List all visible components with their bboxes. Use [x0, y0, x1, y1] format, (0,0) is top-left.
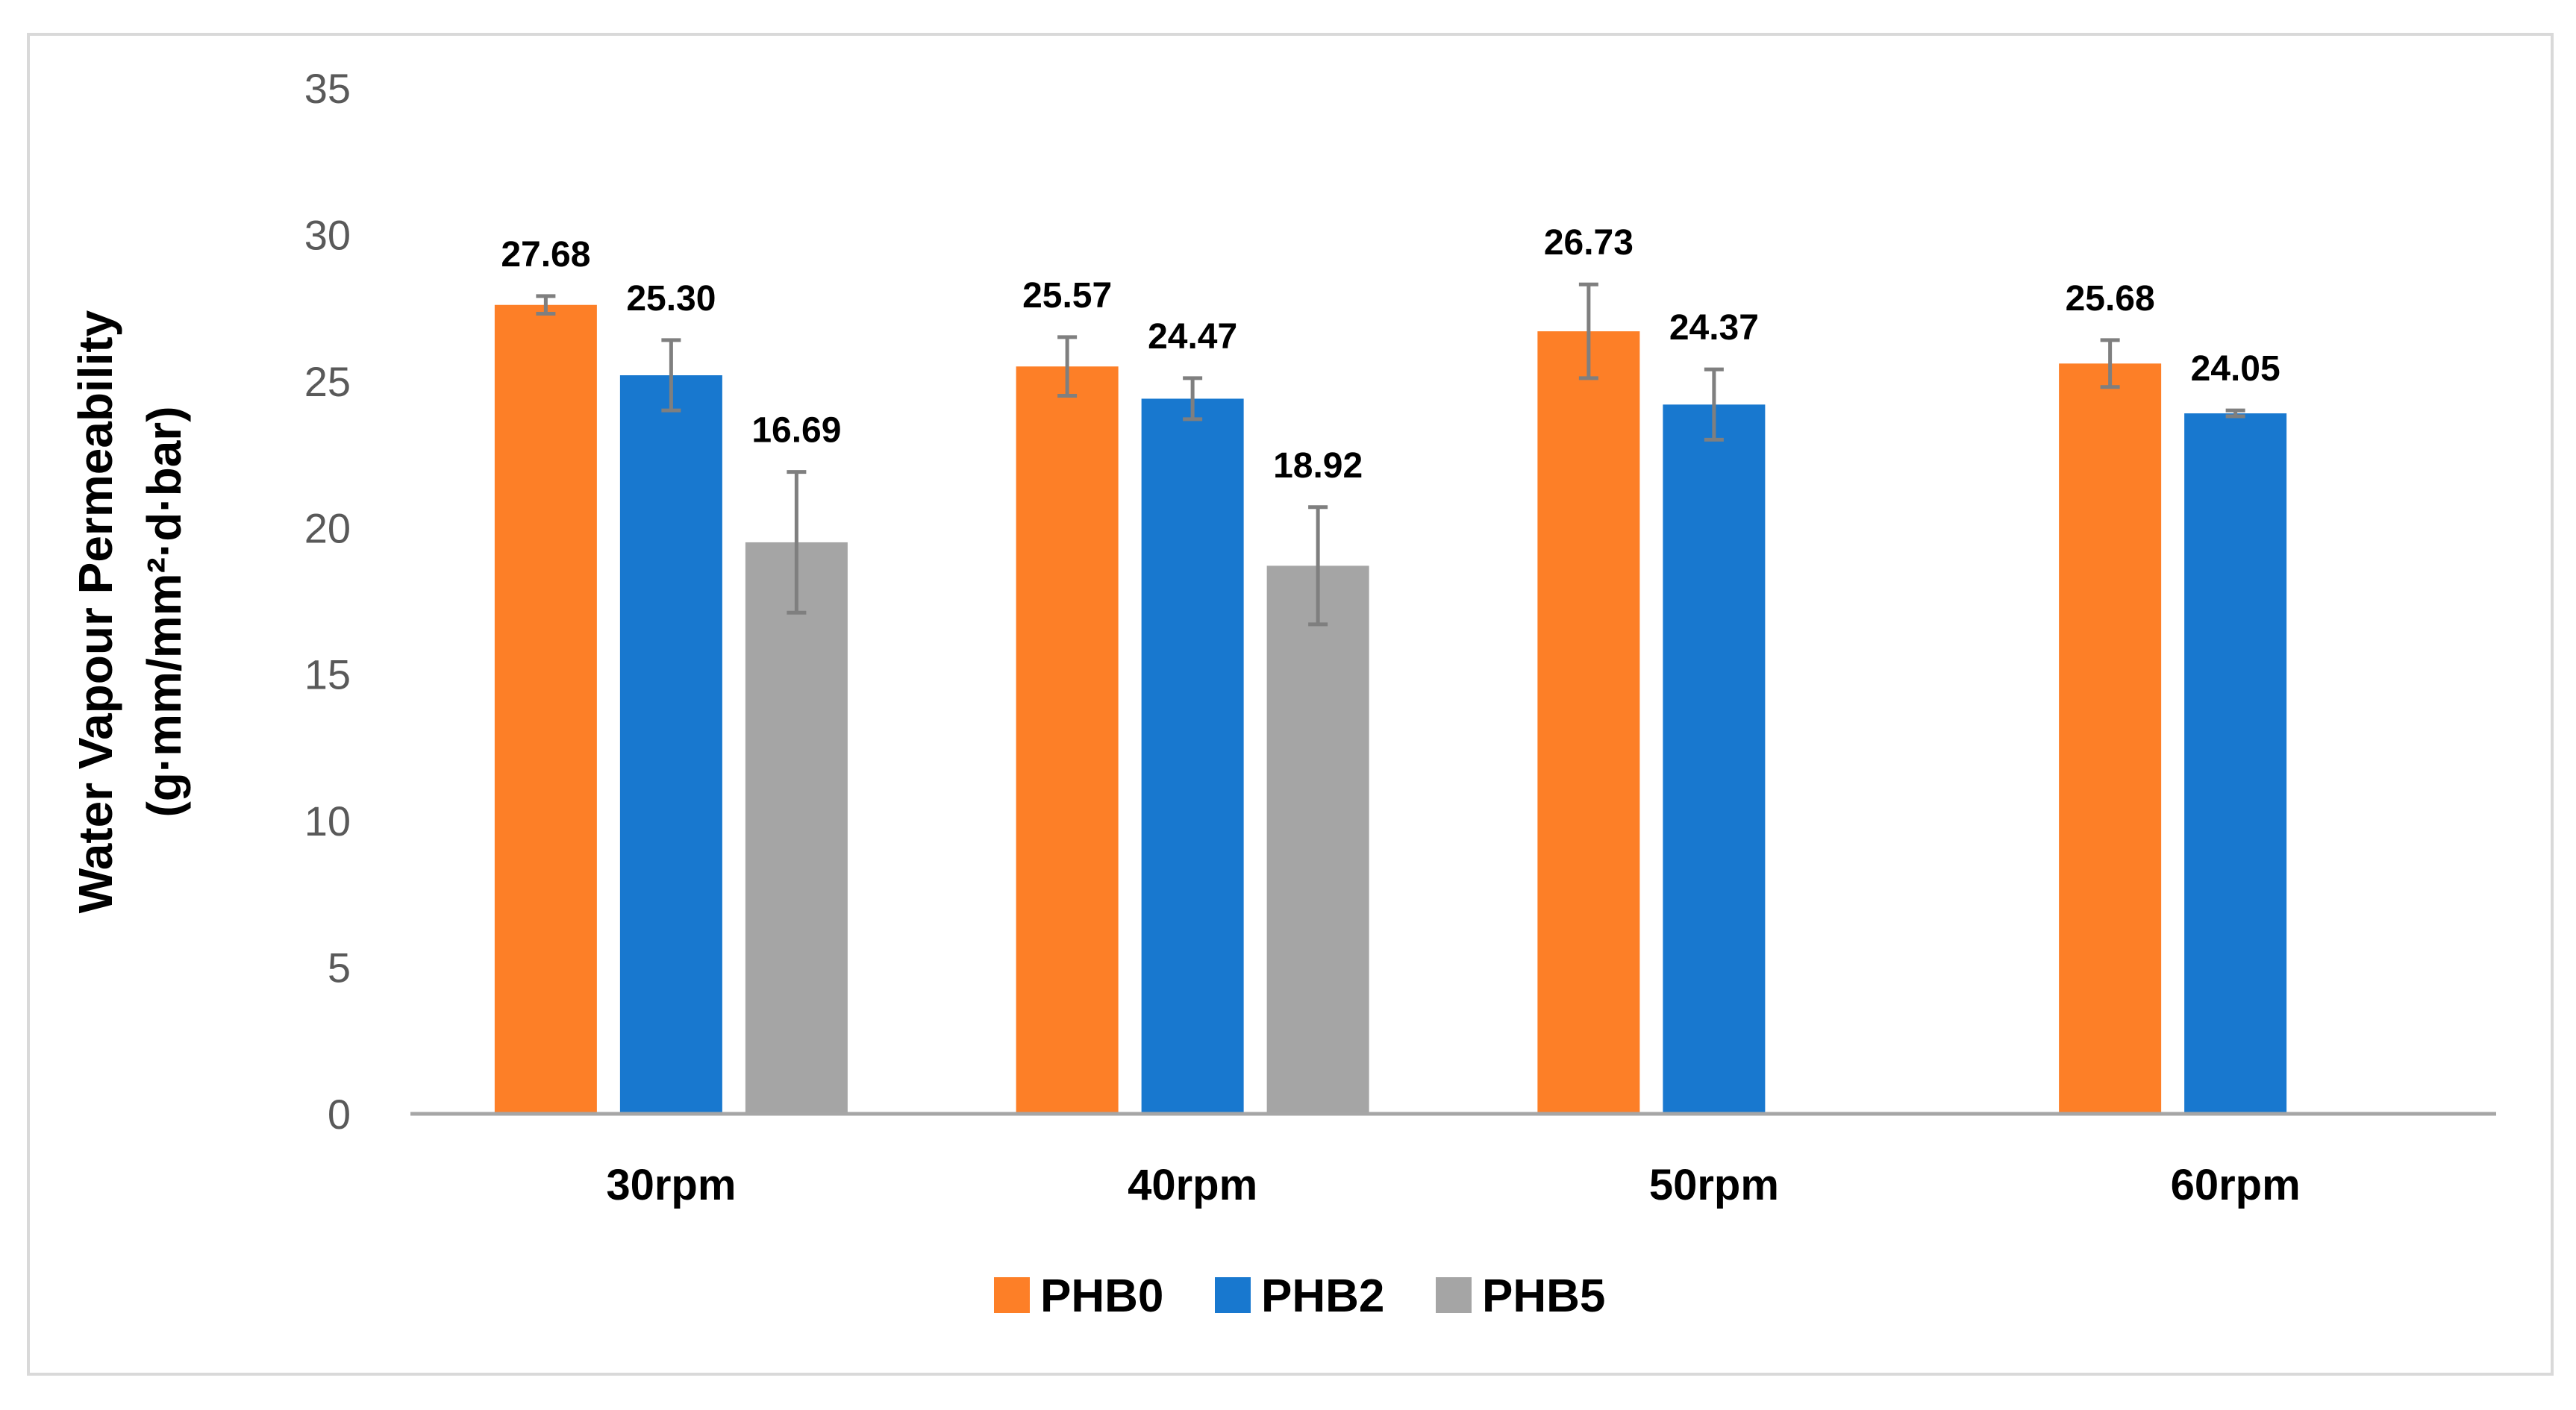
legend: PHB0 PHB2 PHB5 — [994, 1270, 1605, 1322]
bar-phb2-30rpm — [619, 375, 722, 1114]
y-tick-label: 10 — [304, 798, 351, 845]
bar-phb2-60rpm — [2184, 413, 2287, 1114]
data-label: 24.05 — [2191, 349, 2280, 389]
data-label: 25.68 — [2066, 279, 2155, 319]
data-label: 26.73 — [1544, 223, 1634, 263]
x-axis-categories: 30rpm 40rpm 50rpm 60rpm — [606, 1161, 2300, 1209]
y-axis-ticks: 0 5 10 15 20 25 30 35 — [304, 65, 351, 1138]
y-axis-title-line2: (g·mm/mm²·d·bar) — [137, 406, 191, 817]
bar-phb5-30rpm — [745, 542, 848, 1114]
bar-phb5-40rpm — [1266, 565, 1369, 1114]
bar-phb0-60rpm — [2059, 363, 2162, 1114]
legend-swatch-phb0 — [994, 1277, 1030, 1313]
bars — [494, 304, 2287, 1115]
error-bars — [536, 282, 2245, 627]
data-label: 25.57 — [1022, 276, 1112, 316]
y-tick-label: 35 — [304, 65, 351, 112]
legend-swatch-phb5 — [1436, 1277, 1472, 1313]
bar-phb0-30rpm — [494, 304, 597, 1114]
x-category-label: 40rpm — [1128, 1161, 1257, 1209]
data-label: 24.37 — [1669, 308, 1759, 348]
data-labels: 27.68 25.30 16.69 25.57 24.47 18.92 26.73 24.37… — [501, 223, 2280, 486]
data-label: 18.92 — [1273, 446, 1363, 486]
y-axis-title-line1: Water Vapour Permeability — [69, 310, 122, 913]
legend-label-phb5: PHB5 — [1482, 1270, 1605, 1322]
bar-phb2-40rpm — [1141, 398, 1244, 1114]
legend-label-phb0: PHB0 — [1040, 1270, 1163, 1322]
legend-swatch-phb2 — [1215, 1277, 1251, 1313]
y-tick-label: 5 — [328, 944, 351, 991]
y-tick-label: 25 — [304, 358, 351, 405]
x-category-label: 50rpm — [1649, 1161, 1779, 1209]
y-tick-label: 0 — [328, 1091, 351, 1138]
bar-phb2-50rpm — [1663, 404, 1766, 1114]
y-tick-label: 30 — [304, 211, 351, 258]
legend-label-phb2: PHB2 — [1261, 1270, 1384, 1322]
data-label: 25.30 — [626, 279, 716, 319]
data-label: 16.69 — [751, 411, 841, 451]
data-label: 27.68 — [501, 235, 590, 275]
data-label: 24.47 — [1148, 317, 1237, 357]
bar-phb0-50rpm — [1537, 331, 1640, 1115]
y-tick-label: 15 — [304, 651, 351, 698]
x-category-label: 30rpm — [606, 1161, 736, 1209]
bar-phb0-40rpm — [1016, 366, 1119, 1114]
y-tick-label: 20 — [304, 504, 351, 551]
x-category-label: 60rpm — [2171, 1161, 2301, 1209]
